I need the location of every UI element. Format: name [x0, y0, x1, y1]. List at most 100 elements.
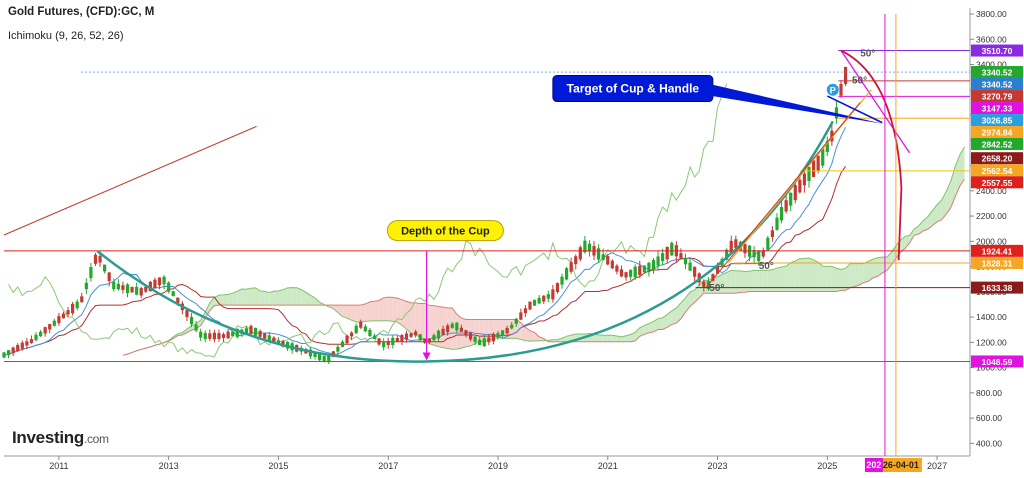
handle-line	[826, 95, 883, 124]
price-tag	[971, 355, 1023, 368]
candle-body	[766, 237, 770, 250]
candle-body	[679, 253, 683, 260]
candle-body	[670, 242, 674, 256]
cloud-segment	[241, 289, 247, 306]
candle-body	[52, 320, 56, 326]
x-tick-label: 2021	[598, 461, 618, 471]
y-tick-label: 3800.00	[976, 9, 1007, 19]
candle-body	[189, 316, 194, 325]
cloud-segment	[383, 297, 389, 321]
candle-body	[839, 83, 843, 96]
candle-body	[112, 281, 116, 290]
price-tag-label: 1924.41	[982, 246, 1013, 256]
x-tick-label: 2027	[927, 461, 947, 471]
chart-title: Gold Futures, (CFD):GC, M	[8, 6, 155, 18]
candle-body	[71, 303, 75, 314]
candle-body	[843, 66, 848, 84]
cloud-segment	[452, 307, 457, 350]
candle-body	[519, 312, 523, 320]
cloud-segment	[552, 339, 558, 342]
candle-body	[331, 351, 335, 357]
candle-body	[84, 282, 88, 290]
pivot-marker-label: P	[830, 85, 836, 95]
y-tick-label: 1200.00	[976, 337, 1007, 347]
candle-body	[281, 340, 285, 347]
candle-body	[528, 301, 532, 310]
candle-body	[606, 256, 610, 265]
cloud-segment	[557, 338, 563, 342]
cloud-segment	[937, 200, 942, 222]
candle-body	[446, 325, 450, 333]
target-label-text: Target of Cup & Handle	[567, 82, 700, 96]
candle-body	[359, 321, 363, 328]
drawing-tools-layer: Depth of the Cup Target of Cup & Handle 50…	[3, 14, 970, 456]
candle-body	[93, 254, 98, 264]
price-tag	[971, 44, 1023, 57]
candle-body	[409, 333, 413, 337]
cloud-segment	[333, 305, 338, 313]
cloud-segment	[223, 294, 229, 306]
cloud-segment	[273, 290, 279, 306]
candle-body	[629, 269, 633, 277]
candle-body	[500, 330, 505, 336]
y-tick-label: 2000.00	[976, 236, 1007, 246]
cloud-segment	[744, 271, 750, 293]
candle-body	[473, 336, 477, 342]
cloud-segment	[525, 327, 530, 342]
candle-body	[455, 322, 459, 331]
candle-body	[48, 324, 52, 330]
cloud-segment	[347, 305, 352, 321]
cloud-segment	[246, 288, 251, 306]
cloud-segment	[662, 314, 668, 330]
y-tick-label: 400.00	[976, 438, 1002, 448]
cloud-segment	[818, 262, 823, 292]
price-tag-label: 1633.38	[982, 283, 1013, 293]
cloud-segment	[712, 276, 718, 294]
candle-body	[464, 330, 468, 336]
candle-body	[377, 338, 381, 345]
candle-body	[647, 262, 651, 273]
cloud-segment	[603, 335, 608, 342]
cloud-segment	[566, 335, 572, 342]
y-tick-label: 1000.00	[976, 363, 1007, 373]
senkou-span-a-line	[122, 146, 965, 356]
cloud-segment	[315, 297, 320, 306]
candle-body	[75, 301, 79, 309]
candle-body	[404, 333, 409, 340]
cloud-segment	[415, 302, 421, 338]
indicator-label[interactable]: Ichimoku (9, 26, 52, 26)	[8, 30, 124, 42]
candle-body	[322, 355, 326, 362]
price-tag	[971, 102, 1023, 115]
candle-body	[482, 338, 486, 347]
candle-body	[125, 284, 130, 293]
candle-body	[116, 283, 120, 290]
cloud-segment	[443, 307, 448, 349]
candle-body	[587, 243, 592, 252]
candle-body	[784, 200, 788, 212]
target-label-pointer	[702, 82, 884, 124]
date-tag-label: 202	[866, 460, 881, 470]
candle-body	[144, 286, 148, 292]
cloud-segment	[296, 287, 302, 306]
cloud-segment	[337, 305, 343, 317]
candle-body	[327, 355, 331, 363]
candle-body	[38, 331, 43, 337]
candle-body	[761, 251, 765, 257]
y-tick-label: 800.00	[976, 388, 1002, 398]
candle-body	[661, 253, 665, 262]
date-tag	[864, 458, 883, 472]
cloud-segment	[927, 210, 933, 230]
candle-body	[162, 276, 166, 285]
cloud-segment	[776, 267, 782, 292]
candle-body	[583, 240, 587, 253]
cloud-segment	[237, 289, 242, 306]
candle-body	[633, 266, 637, 278]
cloud-segment	[260, 290, 265, 306]
candle-body	[199, 331, 203, 338]
candle-body	[130, 286, 134, 293]
candle-body	[235, 328, 239, 337]
candle-body	[478, 339, 482, 345]
candles-layer	[2, 66, 848, 364]
candle-body	[98, 255, 102, 263]
